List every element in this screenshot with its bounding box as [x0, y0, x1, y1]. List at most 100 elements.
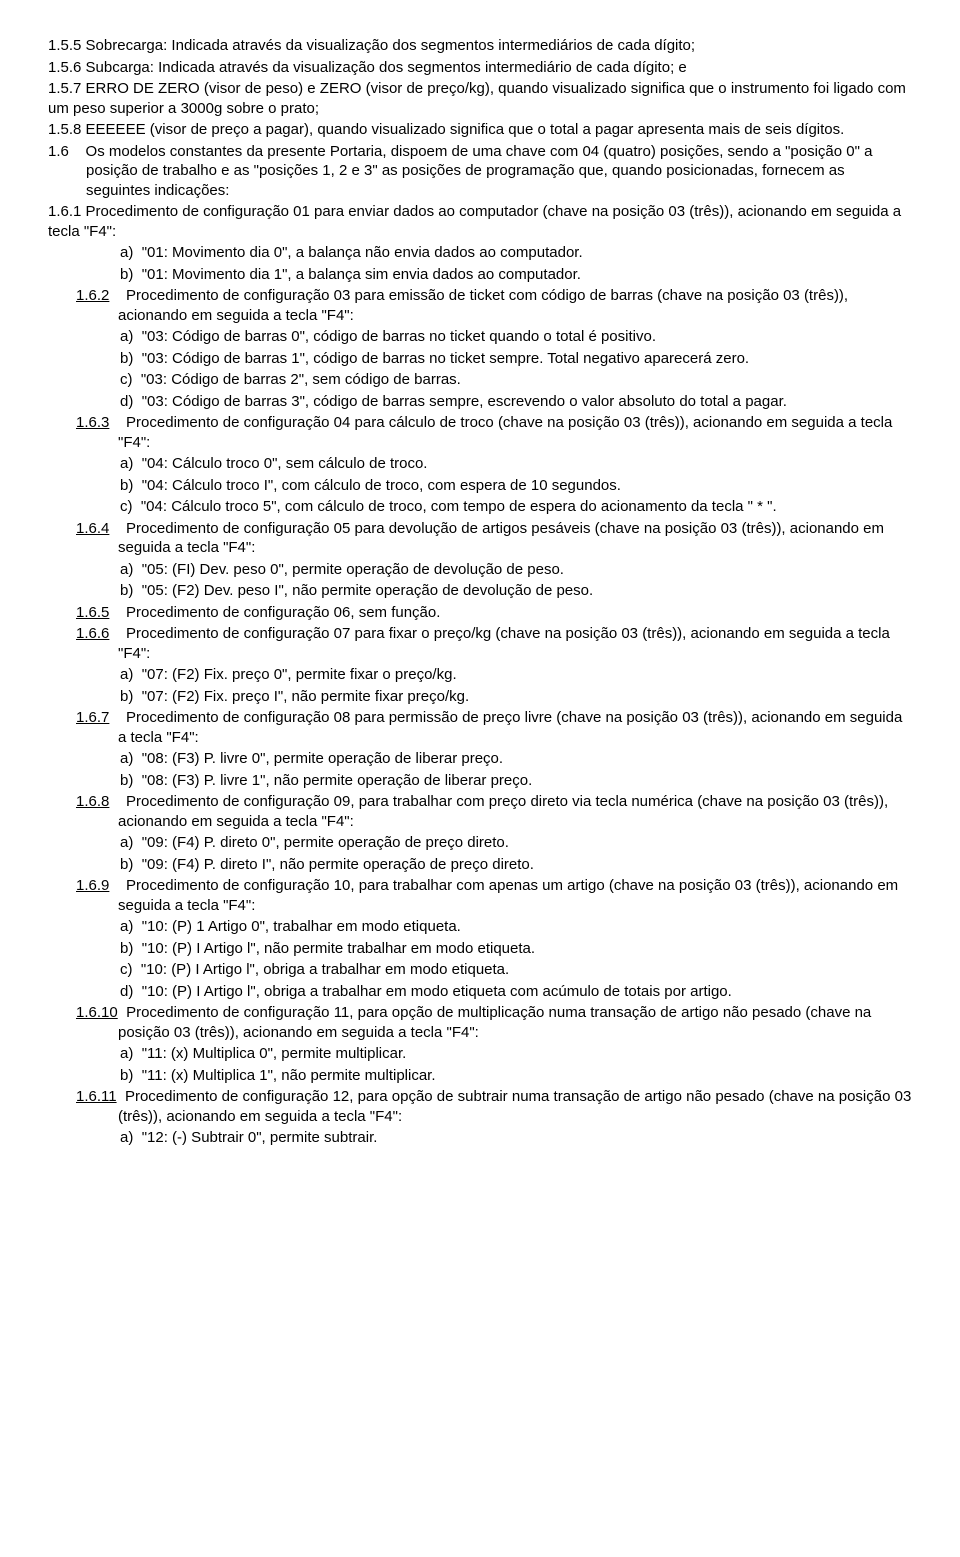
sub-b: b) "09: (F4) P. direto I", não permite o… [48, 855, 912, 875]
text: "11: (x) Multiplica 1", não permite mult… [142, 1067, 436, 1084]
text: Procedimento de configuração 12, para op… [118, 1088, 911, 1125]
label: b) [120, 477, 133, 494]
num: 1.5.6 [48, 59, 81, 76]
list-item-1-6-5: 1.6.5 Procedimento de configuração 06, s… [48, 603, 912, 623]
label: a) [120, 1045, 133, 1062]
label: d) [120, 983, 133, 1000]
text: "08: (F3) P. livre 1", não permite opera… [142, 772, 533, 789]
num: 1.6.1 [48, 203, 81, 220]
text: "07: (F2) Fix. preço I", não permite fix… [142, 688, 469, 705]
list-item-1-6-9: 1.6.9 Procedimento de configuração 10, p… [48, 876, 912, 915]
num: 1.5.5 [48, 37, 81, 54]
label: b) [120, 940, 133, 957]
text: "10: (P) 1 Artigo 0", trabalhar em modo … [142, 918, 461, 935]
text: "05: (FI) Dev. peso 0", permite operação… [142, 561, 564, 578]
text: "04: Cálculo troco 0", sem cálculo de tr… [142, 455, 428, 472]
text: "01: Movimento dia 1", a balança sim env… [142, 266, 581, 283]
text: Os modelos constantes da presente Portar… [86, 143, 873, 199]
list-item-1-6-11: 1.6.11 Procedimento de configuração 12, … [48, 1087, 912, 1126]
text: Procedimento de configuração 05 para dev… [118, 520, 884, 557]
list-item-1-6-2: 1.6.2 Procedimento de configuração 03 pa… [48, 286, 912, 325]
num: 1.6.4 [76, 520, 109, 537]
label: c) [120, 371, 133, 388]
num: 1.6.3 [76, 414, 109, 431]
sub-b: b) "11: (x) Multiplica 1", não permite m… [48, 1066, 912, 1086]
sub-b: b) "01: Movimento dia 1", a balança sim … [48, 265, 912, 285]
list-item-1-5-6: 1.5.6 Subcarga: Indicada através da visu… [48, 58, 912, 78]
list-item-1-5-5: 1.5.5 Sobrecarga: Indicada através da vi… [48, 36, 912, 56]
sub-a: a) "12: (-) Subtrair 0", permite subtrai… [48, 1128, 912, 1148]
label: a) [120, 455, 133, 472]
label: a) [120, 834, 133, 851]
list-item-1-5-7: 1.5.7 ERRO DE ZERO (visor de peso) e ZER… [48, 79, 912, 118]
list-item-1-6-10: 1.6.10 Procedimento de configuração 11, … [48, 1003, 912, 1042]
text: "03: Código de barras 2", sem código de … [141, 371, 461, 388]
num: 1.6.7 [76, 709, 109, 726]
list-item-1-6-6: 1.6.6 Procedimento de configuração 07 pa… [48, 624, 912, 663]
label: d) [120, 393, 133, 410]
label: b) [120, 856, 133, 873]
list-item-1-5-8: 1.5.8 EEEEEE (visor de preço a pagar), q… [48, 120, 912, 140]
sub-b: b) "07: (F2) Fix. preço I", não permite … [48, 687, 912, 707]
num: 1.6.6 [76, 625, 109, 642]
text: Subcarga: Indicada através da visualizaç… [86, 59, 687, 76]
text: Sobrecarga: Indicada através da visualiz… [86, 37, 696, 54]
text: "03: Código de barras 0", código de barr… [142, 328, 656, 345]
text: "12: (-) Subtrair 0", permite subtrair. [142, 1129, 378, 1146]
label: a) [120, 561, 133, 578]
sub-a: a) "04: Cálculo troco 0", sem cálculo de… [48, 454, 912, 474]
sub-d: d) "03: Código de barras 3", código de b… [48, 392, 912, 412]
sub-a: a) "10: (P) 1 Artigo 0", trabalhar em mo… [48, 917, 912, 937]
sub-a: a) "01: Movimento dia 0", a balança não … [48, 243, 912, 263]
sub-d: d) "10: (P) I Artigo l", obriga a trabal… [48, 982, 912, 1002]
sub-b: b) "10: (P) I Artigo l", não permite tra… [48, 939, 912, 959]
text: "05: (F2) Dev. peso I", não permite oper… [142, 582, 593, 599]
text: "04: Cálculo troco I", com cálculo de tr… [142, 477, 621, 494]
text: Procedimento de configuração 09, para tr… [118, 793, 888, 830]
sub-a: a) "05: (FI) Dev. peso 0", permite opera… [48, 560, 912, 580]
label: b) [120, 582, 133, 599]
list-item-1-6-1: 1.6.1 Procedimento de configuração 01 pa… [48, 202, 912, 241]
list-item-1-6-8: 1.6.8 Procedimento de configuração 09, p… [48, 792, 912, 831]
sub-c: c) "10: (P) I Artigo l", obriga a trabal… [48, 960, 912, 980]
text: Procedimento de configuração 07 para fix… [118, 625, 890, 662]
num: 1.5.7 [48, 80, 81, 97]
num: 1.6 [48, 143, 69, 160]
label: b) [120, 772, 133, 789]
sub-c: c) "03: Código de barras 2", sem código … [48, 370, 912, 390]
label: a) [120, 918, 133, 935]
text: Procedimento de configuração 08 para per… [118, 709, 902, 746]
label: a) [120, 750, 133, 767]
sub-b: b) "08: (F3) P. livre 1", não permite op… [48, 771, 912, 791]
sub-a: a) "09: (F4) P. direto 0", permite opera… [48, 833, 912, 853]
label: b) [120, 350, 133, 367]
text: "03: Código de barras 1", código de barr… [142, 350, 749, 367]
label: a) [120, 328, 133, 345]
text: ERRO DE ZERO (visor de peso) e ZERO (vis… [48, 80, 906, 117]
num: 1.6.11 [76, 1088, 117, 1105]
num: 1.6.9 [76, 877, 109, 894]
list-item-1-6-3: 1.6.3 Procedimento de configuração 04 pa… [48, 413, 912, 452]
label: a) [120, 244, 133, 261]
label: a) [120, 666, 133, 683]
text: "03: Código de barras 3", código de barr… [142, 393, 787, 410]
text: Procedimento de configuração 03 para emi… [118, 287, 848, 324]
label: b) [120, 1067, 133, 1084]
text: "08: (F3) P. livre 0", permite operação … [142, 750, 503, 767]
sub-a: a) "07: (F2) Fix. preço 0", permite fixa… [48, 665, 912, 685]
num: 1.6.5 [76, 604, 109, 621]
sub-a: a) "03: Código de barras 0", código de b… [48, 327, 912, 347]
text: Procedimento de configuração 11, para op… [118, 1004, 871, 1041]
list-item-1-6: 1.6 Os modelos constantes da presente Po… [48, 142, 912, 201]
text: "09: (F4) P. direto I", não permite oper… [142, 856, 534, 873]
text: "04: Cálculo troco 5", com cálculo de tr… [141, 498, 777, 515]
text: "10: (P) I Artigo l", obriga a trabalhar… [141, 961, 509, 978]
label: b) [120, 688, 133, 705]
label: c) [120, 498, 133, 515]
list-item-1-6-7: 1.6.7 Procedimento de configuração 08 pa… [48, 708, 912, 747]
text: EEEEEE (visor de preço a pagar), quando … [86, 121, 845, 138]
text: Procedimento de configuração 10, para tr… [118, 877, 898, 914]
text: "11: (x) Multiplica 0", permite multipli… [142, 1045, 407, 1062]
sub-c: c) "04: Cálculo troco 5", com cálculo de… [48, 497, 912, 517]
num: 1.6.8 [76, 793, 109, 810]
